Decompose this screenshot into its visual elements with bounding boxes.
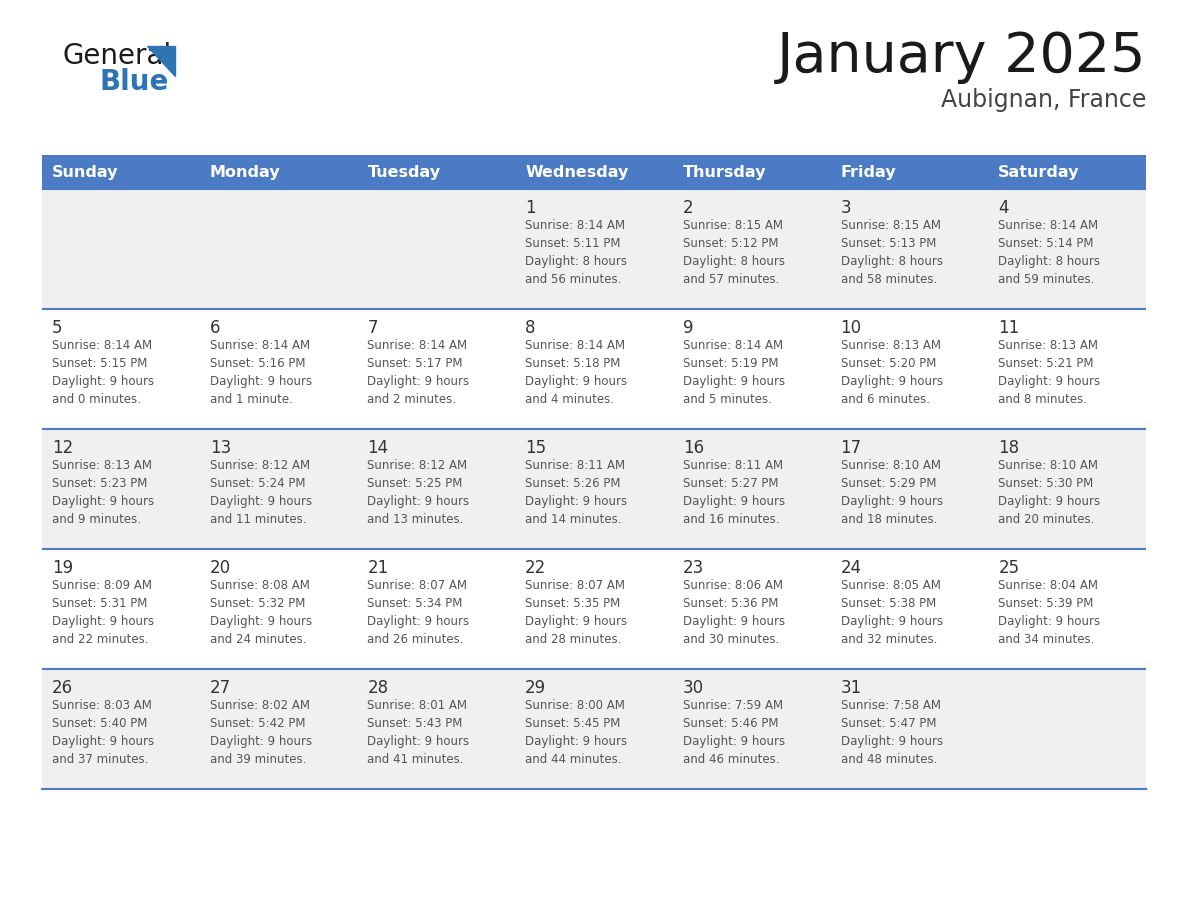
Text: 22: 22: [525, 559, 546, 577]
Text: 10: 10: [841, 319, 861, 337]
Text: Thursday: Thursday: [683, 164, 766, 180]
Text: Sunday: Sunday: [52, 164, 119, 180]
Text: Sunrise: 8:05 AM
Sunset: 5:38 PM
Daylight: 9 hours
and 32 minutes.: Sunrise: 8:05 AM Sunset: 5:38 PM Dayligh…: [841, 579, 943, 646]
Text: Sunrise: 8:12 AM
Sunset: 5:24 PM
Daylight: 9 hours
and 11 minutes.: Sunrise: 8:12 AM Sunset: 5:24 PM Dayligh…: [210, 459, 311, 526]
Text: 13: 13: [210, 439, 230, 457]
Bar: [672, 155, 830, 189]
Text: Sunrise: 8:06 AM
Sunset: 5:36 PM
Daylight: 9 hours
and 30 minutes.: Sunrise: 8:06 AM Sunset: 5:36 PM Dayligh…: [683, 579, 785, 646]
Text: 30: 30: [683, 679, 704, 697]
Text: 8: 8: [525, 319, 536, 337]
Text: Sunrise: 8:13 AM
Sunset: 5:23 PM
Daylight: 9 hours
and 9 minutes.: Sunrise: 8:13 AM Sunset: 5:23 PM Dayligh…: [52, 459, 154, 526]
Text: Sunrise: 8:14 AM
Sunset: 5:19 PM
Daylight: 9 hours
and 5 minutes.: Sunrise: 8:14 AM Sunset: 5:19 PM Dayligh…: [683, 339, 785, 406]
Bar: [42, 189, 1146, 309]
Bar: [200, 155, 358, 189]
Text: 3: 3: [841, 199, 851, 217]
Text: Sunrise: 8:11 AM
Sunset: 5:26 PM
Daylight: 9 hours
and 14 minutes.: Sunrise: 8:11 AM Sunset: 5:26 PM Dayligh…: [525, 459, 627, 526]
Text: 31: 31: [841, 679, 861, 697]
Bar: [830, 155, 988, 189]
Bar: [42, 429, 1146, 549]
Text: Sunrise: 8:10 AM
Sunset: 5:29 PM
Daylight: 9 hours
and 18 minutes.: Sunrise: 8:10 AM Sunset: 5:29 PM Dayligh…: [841, 459, 943, 526]
Text: 18: 18: [998, 439, 1019, 457]
Text: Sunrise: 8:15 AM
Sunset: 5:13 PM
Daylight: 8 hours
and 58 minutes.: Sunrise: 8:15 AM Sunset: 5:13 PM Dayligh…: [841, 219, 942, 286]
Text: Blue: Blue: [100, 68, 170, 96]
Text: Sunrise: 8:11 AM
Sunset: 5:27 PM
Daylight: 9 hours
and 16 minutes.: Sunrise: 8:11 AM Sunset: 5:27 PM Dayligh…: [683, 459, 785, 526]
Text: 4: 4: [998, 199, 1009, 217]
Text: January 2025: January 2025: [777, 30, 1146, 84]
Bar: [42, 669, 1146, 789]
Text: Sunrise: 8:14 AM
Sunset: 5:16 PM
Daylight: 9 hours
and 1 minute.: Sunrise: 8:14 AM Sunset: 5:16 PM Dayligh…: [210, 339, 311, 406]
Text: Sunrise: 7:59 AM
Sunset: 5:46 PM
Daylight: 9 hours
and 46 minutes.: Sunrise: 7:59 AM Sunset: 5:46 PM Dayligh…: [683, 699, 785, 766]
Text: 21: 21: [367, 559, 388, 577]
Text: 14: 14: [367, 439, 388, 457]
Text: 15: 15: [525, 439, 546, 457]
Text: Sunrise: 8:00 AM
Sunset: 5:45 PM
Daylight: 9 hours
and 44 minutes.: Sunrise: 8:00 AM Sunset: 5:45 PM Dayligh…: [525, 699, 627, 766]
Text: 17: 17: [841, 439, 861, 457]
Text: 20: 20: [210, 559, 230, 577]
Text: Sunrise: 8:02 AM
Sunset: 5:42 PM
Daylight: 9 hours
and 39 minutes.: Sunrise: 8:02 AM Sunset: 5:42 PM Dayligh…: [210, 699, 311, 766]
Text: 23: 23: [683, 559, 704, 577]
Text: Tuesday: Tuesday: [367, 164, 441, 180]
Text: 16: 16: [683, 439, 704, 457]
Text: Sunrise: 8:07 AM
Sunset: 5:35 PM
Daylight: 9 hours
and 28 minutes.: Sunrise: 8:07 AM Sunset: 5:35 PM Dayligh…: [525, 579, 627, 646]
Text: Saturday: Saturday: [998, 164, 1080, 180]
Text: 1: 1: [525, 199, 536, 217]
Polygon shape: [147, 46, 175, 76]
Text: 27: 27: [210, 679, 230, 697]
Text: 28: 28: [367, 679, 388, 697]
Text: 25: 25: [998, 559, 1019, 577]
Text: Friday: Friday: [841, 164, 896, 180]
Text: Sunrise: 8:03 AM
Sunset: 5:40 PM
Daylight: 9 hours
and 37 minutes.: Sunrise: 8:03 AM Sunset: 5:40 PM Dayligh…: [52, 699, 154, 766]
Text: 2: 2: [683, 199, 694, 217]
Bar: [358, 155, 516, 189]
Text: 7: 7: [367, 319, 378, 337]
Text: 29: 29: [525, 679, 546, 697]
Text: Sunrise: 8:13 AM
Sunset: 5:20 PM
Daylight: 9 hours
and 6 minutes.: Sunrise: 8:13 AM Sunset: 5:20 PM Dayligh…: [841, 339, 943, 406]
Text: Sunrise: 8:08 AM
Sunset: 5:32 PM
Daylight: 9 hours
and 24 minutes.: Sunrise: 8:08 AM Sunset: 5:32 PM Dayligh…: [210, 579, 311, 646]
Text: Monday: Monday: [210, 164, 280, 180]
Bar: [988, 155, 1146, 189]
Text: Sunrise: 8:01 AM
Sunset: 5:43 PM
Daylight: 9 hours
and 41 minutes.: Sunrise: 8:01 AM Sunset: 5:43 PM Dayligh…: [367, 699, 469, 766]
Text: 19: 19: [52, 559, 74, 577]
Text: Sunrise: 7:58 AM
Sunset: 5:47 PM
Daylight: 9 hours
and 48 minutes.: Sunrise: 7:58 AM Sunset: 5:47 PM Dayligh…: [841, 699, 943, 766]
Text: Sunrise: 8:13 AM
Sunset: 5:21 PM
Daylight: 9 hours
and 8 minutes.: Sunrise: 8:13 AM Sunset: 5:21 PM Dayligh…: [998, 339, 1100, 406]
Text: 11: 11: [998, 319, 1019, 337]
Text: Sunrise: 8:04 AM
Sunset: 5:39 PM
Daylight: 9 hours
and 34 minutes.: Sunrise: 8:04 AM Sunset: 5:39 PM Dayligh…: [998, 579, 1100, 646]
Text: Sunrise: 8:15 AM
Sunset: 5:12 PM
Daylight: 8 hours
and 57 minutes.: Sunrise: 8:15 AM Sunset: 5:12 PM Dayligh…: [683, 219, 785, 286]
Text: Sunrise: 8:14 AM
Sunset: 5:11 PM
Daylight: 8 hours
and 56 minutes.: Sunrise: 8:14 AM Sunset: 5:11 PM Dayligh…: [525, 219, 627, 286]
Text: General: General: [62, 42, 171, 70]
Text: Sunrise: 8:09 AM
Sunset: 5:31 PM
Daylight: 9 hours
and 22 minutes.: Sunrise: 8:09 AM Sunset: 5:31 PM Dayligh…: [52, 579, 154, 646]
Text: Sunrise: 8:14 AM
Sunset: 5:17 PM
Daylight: 9 hours
and 2 minutes.: Sunrise: 8:14 AM Sunset: 5:17 PM Dayligh…: [367, 339, 469, 406]
Text: Wednesday: Wednesday: [525, 164, 628, 180]
Text: Sunrise: 8:10 AM
Sunset: 5:30 PM
Daylight: 9 hours
and 20 minutes.: Sunrise: 8:10 AM Sunset: 5:30 PM Dayligh…: [998, 459, 1100, 526]
Text: 24: 24: [841, 559, 861, 577]
Text: Sunrise: 8:14 AM
Sunset: 5:15 PM
Daylight: 9 hours
and 0 minutes.: Sunrise: 8:14 AM Sunset: 5:15 PM Dayligh…: [52, 339, 154, 406]
Text: Sunrise: 8:14 AM
Sunset: 5:14 PM
Daylight: 8 hours
and 59 minutes.: Sunrise: 8:14 AM Sunset: 5:14 PM Dayligh…: [998, 219, 1100, 286]
Text: Aubignan, France: Aubignan, France: [941, 88, 1146, 112]
Bar: [516, 155, 672, 189]
Text: Sunrise: 8:14 AM
Sunset: 5:18 PM
Daylight: 9 hours
and 4 minutes.: Sunrise: 8:14 AM Sunset: 5:18 PM Dayligh…: [525, 339, 627, 406]
Text: 12: 12: [52, 439, 74, 457]
Text: 6: 6: [210, 319, 220, 337]
Text: 26: 26: [52, 679, 74, 697]
Bar: [42, 155, 200, 189]
Text: Sunrise: 8:07 AM
Sunset: 5:34 PM
Daylight: 9 hours
and 26 minutes.: Sunrise: 8:07 AM Sunset: 5:34 PM Dayligh…: [367, 579, 469, 646]
Bar: [42, 549, 1146, 669]
Bar: [42, 309, 1146, 429]
Text: 9: 9: [683, 319, 694, 337]
Text: 5: 5: [52, 319, 63, 337]
Text: Sunrise: 8:12 AM
Sunset: 5:25 PM
Daylight: 9 hours
and 13 minutes.: Sunrise: 8:12 AM Sunset: 5:25 PM Dayligh…: [367, 459, 469, 526]
